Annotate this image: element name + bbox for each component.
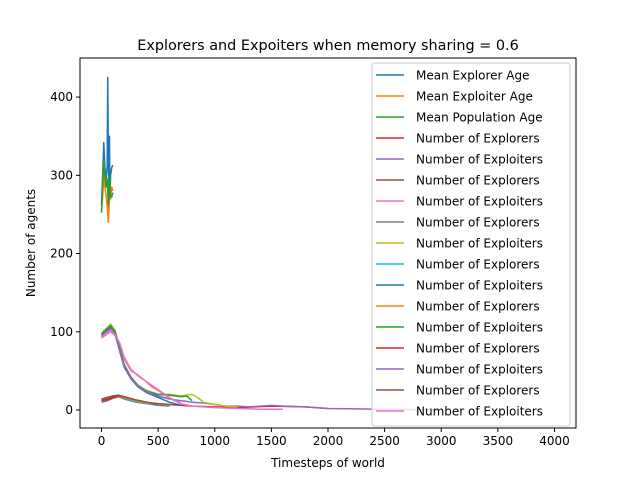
x-tick-label: 4000 (539, 434, 570, 448)
y-tick-label: 0 (65, 403, 73, 417)
series-line-0 (100, 76, 114, 209)
series-layer (100, 76, 442, 411)
y-axis-label: Number of agents (24, 189, 38, 297)
chart-title: Explorers and Expoiters when memory shar… (137, 38, 519, 54)
legend-label: Number of Explorers (416, 258, 540, 272)
legend-label: Number of Exploiters (416, 363, 543, 377)
legend-frame (371, 62, 571, 427)
series-line-14 (101, 327, 170, 400)
legend-label: Number of Explorers (416, 216, 540, 230)
legend-label: Number of Exploiters (416, 153, 543, 167)
legend-label: Number of Explorers (416, 174, 540, 188)
series-line-2 (100, 160, 114, 213)
legend-label: Number of Explorers (416, 132, 540, 146)
x-tick-label: 3000 (426, 434, 457, 448)
y-tick-label: 200 (50, 247, 73, 261)
x-tick-label: 3500 (483, 434, 514, 448)
x-tick-label: 2500 (369, 434, 400, 448)
legend-label: Mean Population Age (416, 111, 543, 125)
y-tick-label: 300 (50, 168, 73, 182)
legend-label: Number of Explorers (416, 300, 540, 314)
x-tick-label: 0 (98, 434, 106, 448)
legend-label: Number of Exploiters (416, 405, 543, 419)
x-tick-label: 1500 (256, 434, 287, 448)
series-line-16 (101, 329, 182, 404)
x-tick-label: 500 (147, 434, 170, 448)
legend-label: Number of Explorers (416, 342, 540, 356)
y-tick-label: 100 (50, 325, 73, 339)
legend-label: Number of Explorers (416, 384, 540, 398)
x-axis-ticks: 0 500 1000 1500 2000 2500 3000 3500 4000 (98, 428, 570, 448)
legend-label: Number of Exploiters (416, 237, 543, 251)
legend-label: Mean Exploiter Age (416, 90, 533, 104)
x-axis-label: Timesteps of world (270, 456, 385, 470)
legend-label: Mean Explorer Age (416, 69, 530, 83)
y-axis-ticks: 0 100 200 300 400 (50, 90, 80, 417)
series-line-15 (101, 394, 159, 406)
legend-label: Number of Exploiters (416, 279, 543, 293)
x-tick-label: 1000 (199, 434, 230, 448)
y-tick-label: 400 (50, 90, 73, 104)
legend-label: Number of Exploiters (416, 321, 543, 335)
x-tick-label: 2000 (313, 434, 344, 448)
legend-label: Number of Exploiters (416, 195, 543, 209)
legend: Mean Explorer Age Mean Exploiter Age Mean … (371, 62, 571, 427)
